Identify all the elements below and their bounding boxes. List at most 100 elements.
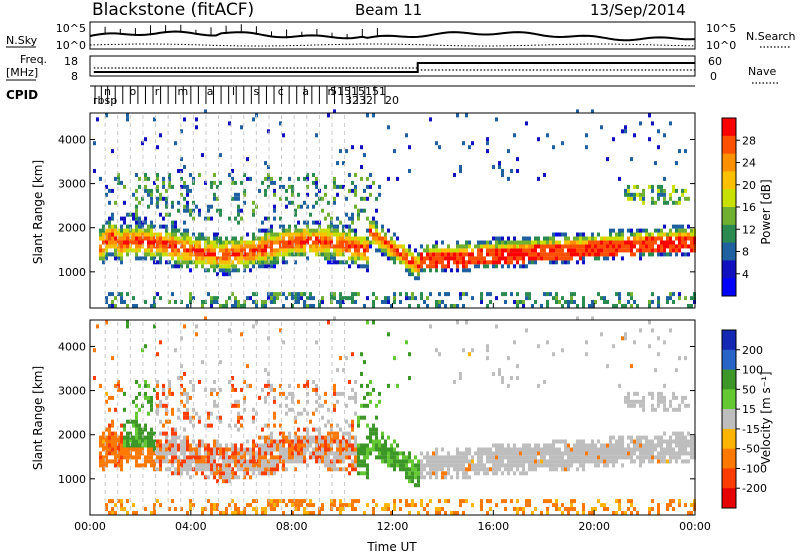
velocity-cell-639 bbox=[246, 459, 249, 464]
power-cell-75 bbox=[117, 256, 120, 261]
power-cell-652 bbox=[249, 240, 252, 245]
power-cell-410 bbox=[192, 248, 195, 253]
power-cell-1287 bbox=[411, 264, 414, 269]
power-cell-46 bbox=[108, 188, 111, 193]
power-cell-1214 bbox=[384, 244, 387, 249]
power-cell-1848 bbox=[621, 240, 624, 245]
velocity-cell-915 bbox=[309, 419, 312, 424]
velocity-cell-1105 bbox=[354, 455, 357, 460]
power-cell-57 bbox=[111, 216, 114, 221]
velocity-cell-1192 bbox=[375, 427, 378, 432]
power-cell-197 bbox=[144, 137, 147, 142]
velocity-cell-1405 bbox=[459, 463, 462, 468]
velocity-cell-424 bbox=[195, 451, 198, 456]
power-cell-1828 bbox=[615, 252, 618, 257]
velocity-cell-1304 bbox=[417, 463, 420, 468]
velocity-cell-1682 bbox=[558, 439, 561, 444]
power-cell-167 bbox=[138, 228, 141, 233]
velocity-cell-1210 bbox=[384, 507, 387, 511]
power-cell-1805 bbox=[606, 248, 609, 253]
velocity-cell-600 bbox=[237, 455, 240, 460]
power-cell-321 bbox=[174, 264, 177, 269]
velocity-cell-1482 bbox=[489, 459, 492, 464]
velocity-cell-1634 bbox=[543, 455, 546, 460]
velocity-colorbar-swatch-8 bbox=[722, 488, 736, 509]
velocity-cell-931 bbox=[315, 443, 318, 448]
velocity-cell-93 bbox=[120, 451, 123, 456]
velocity-cell-1494 bbox=[495, 503, 498, 508]
velocity-cell-151 bbox=[135, 435, 138, 440]
power-cell-1999 bbox=[666, 244, 669, 249]
power-cell-1144 bbox=[363, 240, 366, 245]
power-cell-343 bbox=[177, 169, 180, 173]
velocity-cell-1314 bbox=[423, 507, 426, 511]
power-cell-1741 bbox=[582, 300, 585, 304]
velocity-cell-223 bbox=[150, 399, 153, 404]
power-cell-646 bbox=[249, 268, 252, 273]
power-cell-1959 bbox=[657, 304, 660, 308]
velocity-cell-1305 bbox=[417, 459, 420, 464]
velocity-cell-1704 bbox=[567, 459, 570, 464]
velocity-cell-2057 bbox=[684, 503, 687, 508]
power-cell-1685 bbox=[561, 260, 564, 265]
power-cell-1696 bbox=[564, 244, 567, 249]
power-cell-1692 bbox=[564, 300, 567, 304]
velocity-cell-1343 bbox=[435, 471, 438, 476]
velocity-cell-756 bbox=[273, 471, 276, 476]
cpid-label: CPID bbox=[6, 88, 38, 102]
velocity-cell-817 bbox=[288, 499, 291, 504]
velocity-cell-171 bbox=[138, 407, 141, 412]
power-cell-1047 bbox=[342, 300, 345, 304]
velocity-cell-1503 bbox=[495, 324, 498, 329]
velocity-cell-683 bbox=[258, 459, 261, 464]
power-cell-882 bbox=[303, 292, 306, 297]
velocity-cell-1410 bbox=[459, 372, 462, 376]
power-cell-1053 bbox=[342, 240, 345, 245]
power-cell-312 bbox=[171, 236, 174, 241]
velocity-cell-1680 bbox=[558, 451, 561, 456]
velocity-cell-1889 bbox=[633, 439, 636, 444]
power-cell-1919 bbox=[642, 200, 645, 205]
power-cell-203 bbox=[147, 232, 150, 237]
velocity-cell-1954 bbox=[654, 447, 657, 452]
velocity-cell-848 bbox=[294, 451, 297, 456]
power-cell-562 bbox=[228, 216, 231, 221]
power-cell-55 bbox=[111, 228, 114, 233]
power-cell-322 bbox=[174, 260, 177, 265]
velocity-cell-1607 bbox=[531, 455, 534, 460]
velocity-cell-1600 bbox=[528, 451, 531, 456]
power-cell-1464 bbox=[483, 260, 486, 265]
velocity-cell-1276 bbox=[408, 471, 411, 476]
power-cell-1441 bbox=[471, 248, 474, 253]
power-cell-1913 bbox=[642, 252, 645, 257]
velocity-cell-154 bbox=[135, 423, 138, 428]
power-cell-693 bbox=[261, 260, 264, 265]
velocity-cell-1686 bbox=[561, 463, 564, 468]
power-cell-731 bbox=[267, 216, 270, 221]
velocity-cell-634 bbox=[243, 380, 246, 384]
velocity-cell-123 bbox=[126, 324, 129, 329]
power-cell-597 bbox=[237, 260, 240, 265]
power-cell-473 bbox=[207, 208, 210, 213]
power-cell-38 bbox=[108, 240, 111, 245]
power-cell-1204 bbox=[381, 248, 384, 253]
velocity-cell-863 bbox=[297, 443, 300, 448]
velocity-cell-835 bbox=[291, 447, 294, 452]
power-cell-1661 bbox=[552, 244, 555, 249]
power-cell-1211 bbox=[384, 296, 387, 301]
power-cell-1703 bbox=[567, 256, 570, 261]
power-cell-2052 bbox=[681, 232, 684, 237]
velocity-cell-1753 bbox=[585, 451, 588, 456]
velocity-cell-881 bbox=[303, 507, 306, 511]
power-cell-231 bbox=[153, 244, 156, 249]
power-cell-1258 bbox=[402, 260, 405, 265]
velocity-cell-696 bbox=[261, 455, 264, 460]
power-cell-1141 bbox=[363, 252, 366, 257]
power-cell-1190 bbox=[375, 228, 378, 233]
power-cell-275 bbox=[162, 196, 165, 201]
velocity-cell-1183 bbox=[372, 387, 375, 392]
power-cell-1629 bbox=[540, 244, 543, 249]
velocity-cell-964 bbox=[321, 403, 324, 408]
power-cell-1630 bbox=[540, 240, 543, 245]
power-cell-1419 bbox=[462, 244, 465, 249]
